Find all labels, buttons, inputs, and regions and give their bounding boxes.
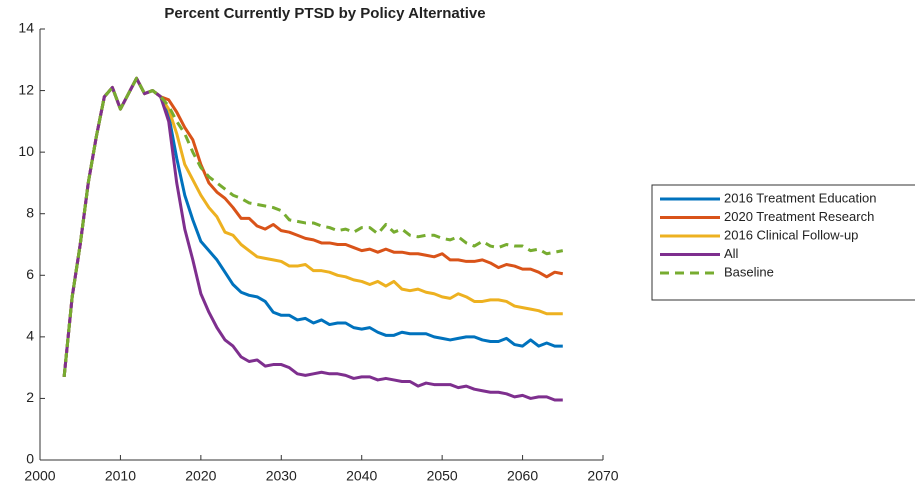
series-line [62,76,563,402]
x-tick-label: 2050 [427,468,458,484]
y-tick-label: 12 [18,81,34,97]
x-tick-label: 2010 [105,468,136,484]
y-tick-label: 14 [18,20,34,36]
y-tick-label: 10 [18,143,34,159]
x-tick-label: 2060 [507,468,538,484]
x-tick-label: 2070 [587,468,618,484]
series-line [62,76,563,378]
chart-title: Percent Currently PTSD by Policy Alterna… [164,5,485,22]
y-tick-label: 6 [26,266,34,282]
legend-label: 2020 Treatment Research [724,209,874,224]
x-tick-label: 2040 [346,468,377,484]
y-tick-label: 4 [26,328,34,344]
x-tick-label: 2020 [185,468,216,484]
legend-label: Baseline [724,264,774,279]
y-tick-label: 2 [26,389,34,405]
legend-label: 2016 Clinical Follow-up [724,227,858,242]
legend-box [651,184,915,301]
series-line [62,76,564,378]
series-line [62,76,563,378]
y-tick-label: 0 [26,451,34,467]
y-tick-label: 8 [26,204,34,220]
x-tick-label: 2030 [266,468,297,484]
legend-label: 2016 Treatment Education [724,190,877,205]
x-tick-label: 2000 [24,468,55,484]
legend-label: All [724,246,739,261]
series-line [62,76,564,378]
